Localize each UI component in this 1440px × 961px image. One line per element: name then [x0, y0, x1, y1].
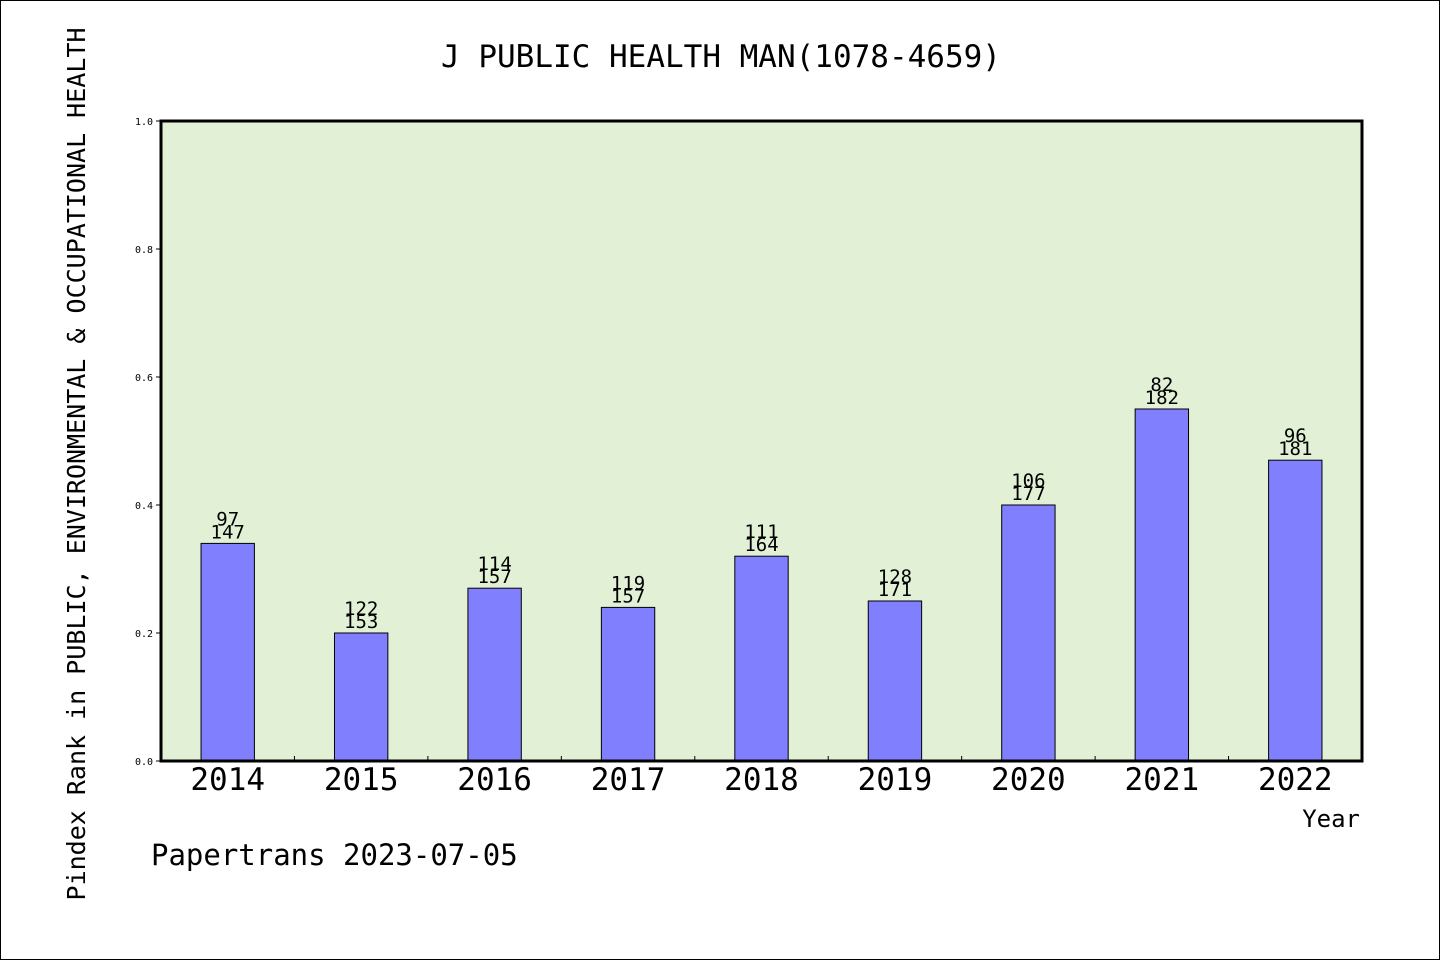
bar-rank-label: 114: [477, 553, 511, 575]
bar: [1001, 504, 1056, 762]
footer-credit: Papertrans 2023-07-05: [151, 838, 518, 872]
y-tick-label: 1.0: [135, 117, 153, 128]
x-tick-label: 2019: [858, 762, 933, 798]
bar: [200, 542, 255, 762]
bar-total-label: 177: [1011, 483, 1045, 505]
bar-rank-label: 119: [611, 572, 645, 594]
bar-total-label: 157: [477, 566, 511, 588]
bar-rank-label: 128: [878, 566, 912, 588]
bar: [1268, 459, 1323, 762]
y-tick-label: 0.2: [135, 629, 153, 640]
bar: [734, 555, 789, 762]
y-tick-label: 0.6: [135, 373, 153, 384]
bar: [467, 587, 522, 762]
x-tick-label: 2014: [190, 762, 265, 798]
bar-total-label: 171: [878, 579, 912, 601]
y-axis-label: Pindex Rank in PUBLIC, ENVIRONMENTAL & O…: [62, 28, 91, 901]
y-tick-label: 0.8: [135, 245, 153, 256]
bar-rank-label: 82: [1150, 374, 1173, 396]
bar-total-label: 153: [344, 611, 378, 633]
bar: [867, 600, 923, 762]
bar-rank-label: 111: [744, 521, 778, 543]
x-axis-label: Year: [1302, 805, 1360, 833]
bar-rank-label: 97: [216, 508, 239, 530]
bar-total-label: 147: [211, 521, 245, 543]
bars-group: [200, 408, 1323, 762]
bar: [333, 632, 389, 762]
x-tick-label: 2020: [991, 762, 1066, 798]
bar-rank-label: 106: [1011, 470, 1045, 492]
y-tick-label: 0.0: [135, 757, 153, 768]
x-tick-label: 2022: [1258, 762, 1333, 798]
bar-total-label: 164: [744, 534, 778, 556]
bar-rank-label: 122: [344, 598, 378, 620]
plot-border: [159, 119, 1364, 763]
bar-total-label: 181: [1278, 438, 1312, 460]
bar-total-label: 182: [1145, 387, 1179, 409]
x-tick-label: 2016: [457, 762, 532, 798]
chart-title: J PUBLIC HEALTH MAN(1078-4659): [441, 39, 1001, 75]
y-tick-label: 0.4: [135, 501, 153, 512]
labels-group: 9714720141221532015114157201611915720171…: [190, 374, 1332, 798]
x-tick-label: 2015: [324, 762, 399, 798]
bar-total-label: 157: [611, 585, 645, 607]
bar: [600, 606, 656, 762]
x-tick-label: 2017: [591, 762, 666, 798]
bar: [1134, 408, 1190, 762]
x-tick-label: 2021: [1125, 762, 1200, 798]
x-tick-label: 2018: [724, 762, 799, 798]
bar-rank-label: 96: [1284, 425, 1307, 447]
